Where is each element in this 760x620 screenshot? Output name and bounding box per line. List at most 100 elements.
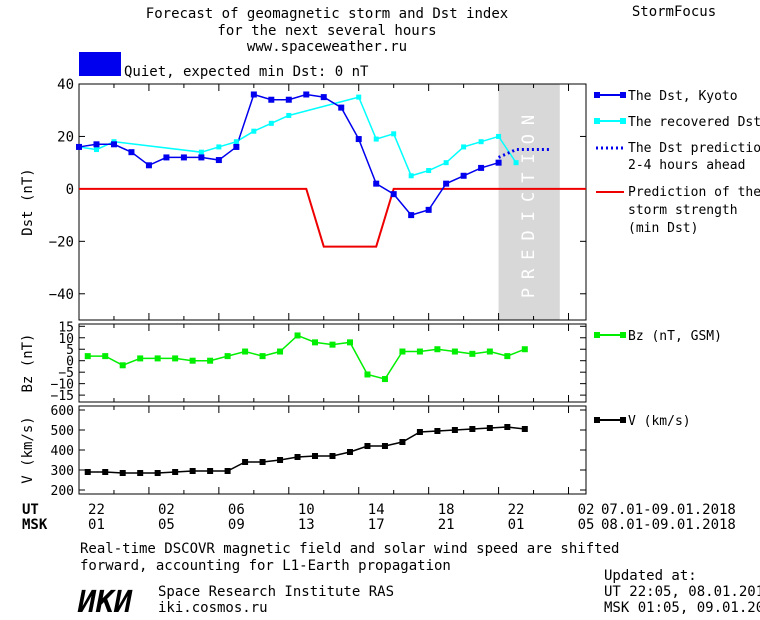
speed-point: [259, 459, 266, 465]
recovered-dst-point: [426, 168, 432, 174]
dst-kyoto-point: [145, 162, 152, 169]
ut-tick-label: 22: [88, 502, 105, 518]
bz-point: [364, 371, 371, 378]
msk-tick-label: 09: [228, 517, 245, 533]
footnote-line-1: Real-time DSCOVR magnetic field and sola…: [80, 541, 619, 557]
y-tick-label: 400: [51, 444, 74, 459]
speed-point: [84, 469, 91, 475]
speed-point: [312, 453, 319, 459]
dst-panel: PREDICTION 40 20 0 −20 −40 Dst (nT): [20, 77, 587, 321]
y-tick-label: −15: [51, 389, 74, 404]
bz-point: [416, 348, 423, 355]
y-tick-label: 15: [58, 320, 74, 335]
legend-prediction-label-2: 2-4 hours ahead: [628, 158, 745, 173]
speed-point: [154, 470, 161, 476]
bz-axis-label: Bz (nT): [20, 333, 36, 392]
legend-speed-marker: [594, 417, 600, 423]
bz-point: [399, 348, 406, 355]
legend-speed-marker: [620, 417, 626, 423]
dst-kyoto-markers: [76, 91, 502, 219]
legend-storm-label-1: Prediction of the: [628, 185, 760, 200]
bz-point: [451, 348, 458, 355]
speed-point: [277, 457, 284, 463]
updated-label: Updated at:: [604, 568, 697, 584]
storm-strength-line: [79, 187, 586, 248]
dst-kyoto-point: [76, 143, 82, 150]
dst-kyoto-point: [233, 143, 240, 150]
bz-point: [189, 357, 196, 364]
recovered-dst-point: [408, 173, 414, 179]
dst-kyoto-point: [128, 149, 135, 156]
updated-ut: UT 22:05, 08.01.2018: [604, 584, 760, 600]
msk-tick-label: 17: [368, 517, 385, 533]
ut-tick-label: 02: [158, 502, 175, 518]
y-tick-label: 0: [66, 182, 74, 198]
bz-point: [137, 355, 144, 362]
msk-tick-label: 05: [158, 517, 175, 533]
bz-point: [84, 353, 91, 360]
bz-point: [294, 332, 301, 339]
speed-point: [504, 424, 511, 430]
bz-point: [259, 353, 266, 360]
speed-point: [294, 454, 301, 460]
recovered-dst-point: [391, 131, 397, 137]
prediction-band: [498, 84, 560, 320]
speed-panel-frame: [78, 405, 587, 495]
speed-point: [346, 449, 353, 455]
y-tick-label: −40: [49, 287, 74, 303]
chart-title-line-1: Forecast of geomagnetic storm and Dst in…: [146, 6, 508, 22]
ut-tick-label: 10: [298, 502, 315, 518]
bz-point: [242, 348, 249, 355]
speed-point: [381, 443, 388, 449]
dst-axis-label: Dst (nT): [20, 168, 36, 235]
recovered-dst-point: [513, 160, 519, 166]
time-tick-labels: 22 02 06 10 14 18 22 02 01 05 09 13 17 21 01 05: [88, 502, 594, 533]
dst-kyoto-point: [198, 154, 205, 161]
dst-kyoto-point: [285, 96, 292, 103]
speed-point: [137, 470, 144, 476]
y-tick-label: −10: [51, 378, 74, 393]
dst-kyoto-point: [495, 159, 502, 166]
bz-point: [207, 357, 214, 364]
brand-name: StormFocus: [632, 4, 716, 20]
dst-kyoto-point: [110, 141, 117, 148]
website-url[interactable]: www.spaceweather.ru: [247, 39, 407, 55]
recovered-dst-point: [356, 94, 362, 100]
speed-point: [207, 468, 214, 474]
updated-msk: MSK 01:05, 09.01.2018: [604, 600, 760, 616]
bz-point: [277, 348, 284, 355]
speed-point: [434, 428, 441, 434]
ut-tick-label: 14: [368, 502, 385, 518]
recovered-dst-markers: [76, 94, 519, 179]
institute-website[interactable]: iki.cosmos.ru: [158, 600, 268, 616]
bz-point: [521, 346, 528, 353]
dst-kyoto-point: [268, 96, 275, 103]
speed-point: [399, 439, 406, 445]
legend-dst-marker: [620, 92, 626, 98]
recovered-dst-point: [251, 128, 257, 134]
bz-point: [119, 362, 126, 369]
institute-name: Space Research Institute RAS: [158, 584, 394, 600]
speed-line: [87, 426, 525, 474]
ut-date-range: 07.01-09.01.2018: [601, 502, 736, 518]
dst-kyoto-point: [163, 154, 170, 161]
y-tick-label: 600: [51, 404, 74, 419]
legend-prediction-label-1: The Dst prediction: [628, 141, 760, 156]
recovered-dst-point: [286, 112, 292, 118]
bz-point: [224, 353, 231, 360]
legend-bz-label: Bz (nT, GSM): [628, 329, 722, 344]
ut-tick-label: 06: [228, 502, 245, 518]
legend-recovered-marker: [594, 118, 600, 124]
ut-tick-label: 02: [578, 502, 595, 518]
dst-kyoto-point: [373, 180, 380, 187]
recovered-dst-point: [443, 160, 449, 166]
y-tick-label: 20: [57, 129, 74, 145]
legend-recovered-label: The recovered Dst: [628, 115, 760, 130]
legend-speed-label: V (km/s): [628, 414, 691, 429]
speed-point: [521, 426, 528, 432]
y-tick-label: 300: [51, 464, 74, 479]
ut-tick-label: 22: [508, 502, 525, 518]
y-tick-label: −5: [58, 366, 74, 381]
speed-point: [172, 469, 179, 475]
speed-point: [242, 459, 249, 465]
